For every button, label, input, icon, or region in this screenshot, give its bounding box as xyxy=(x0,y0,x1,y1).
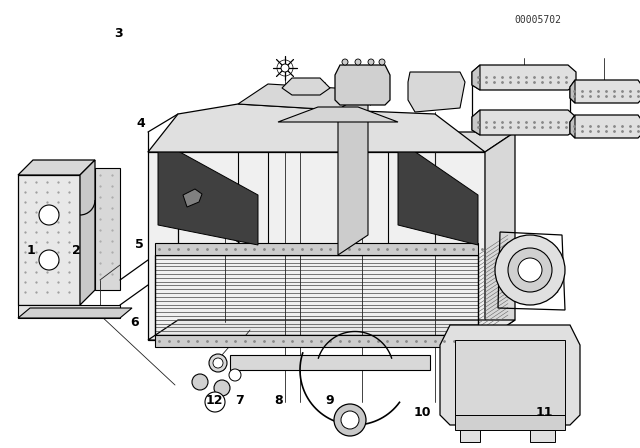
Circle shape xyxy=(334,404,366,436)
Circle shape xyxy=(355,59,361,65)
Polygon shape xyxy=(485,132,515,340)
Polygon shape xyxy=(148,152,485,340)
Polygon shape xyxy=(18,308,132,318)
Circle shape xyxy=(379,59,385,65)
Polygon shape xyxy=(460,430,480,442)
Circle shape xyxy=(229,369,241,381)
Polygon shape xyxy=(148,132,515,152)
Circle shape xyxy=(214,380,230,396)
Circle shape xyxy=(341,411,359,429)
Circle shape xyxy=(368,59,374,65)
Polygon shape xyxy=(282,78,330,95)
Polygon shape xyxy=(570,80,575,103)
Polygon shape xyxy=(472,110,480,135)
Polygon shape xyxy=(155,335,478,347)
Circle shape xyxy=(518,258,542,282)
Polygon shape xyxy=(183,189,202,207)
Text: 4: 4 xyxy=(136,116,145,130)
Circle shape xyxy=(281,64,289,72)
Polygon shape xyxy=(398,140,478,245)
Polygon shape xyxy=(18,160,95,175)
Polygon shape xyxy=(570,115,640,138)
Circle shape xyxy=(209,354,227,372)
Polygon shape xyxy=(335,65,390,105)
Polygon shape xyxy=(95,168,120,290)
Bar xyxy=(455,340,565,415)
Circle shape xyxy=(342,59,348,65)
Text: 9: 9 xyxy=(325,394,334,408)
Polygon shape xyxy=(472,110,576,135)
Text: 5: 5 xyxy=(135,237,144,251)
Polygon shape xyxy=(338,90,368,255)
Polygon shape xyxy=(18,305,120,318)
Polygon shape xyxy=(570,80,640,103)
Text: 12: 12 xyxy=(205,394,223,408)
Polygon shape xyxy=(530,430,555,442)
Circle shape xyxy=(39,250,59,270)
Polygon shape xyxy=(440,325,580,425)
Polygon shape xyxy=(570,115,575,138)
Text: 00005702: 00005702 xyxy=(514,15,561,25)
Circle shape xyxy=(39,205,59,225)
Text: 7: 7 xyxy=(236,394,244,408)
Polygon shape xyxy=(230,355,430,370)
Circle shape xyxy=(213,358,223,368)
Text: 1: 1 xyxy=(26,244,35,258)
Circle shape xyxy=(205,392,225,412)
Circle shape xyxy=(495,235,565,305)
Polygon shape xyxy=(278,107,398,122)
Text: 8: 8 xyxy=(274,394,283,408)
Polygon shape xyxy=(472,65,480,90)
Polygon shape xyxy=(148,104,485,152)
Polygon shape xyxy=(238,84,368,110)
Polygon shape xyxy=(80,160,95,305)
Circle shape xyxy=(508,248,552,292)
Circle shape xyxy=(192,374,208,390)
Text: 11: 11 xyxy=(535,405,553,419)
Polygon shape xyxy=(158,140,258,245)
Polygon shape xyxy=(408,72,465,112)
Polygon shape xyxy=(455,415,565,430)
Polygon shape xyxy=(148,320,515,340)
Polygon shape xyxy=(155,243,478,255)
Text: 6: 6 xyxy=(130,316,139,329)
Text: 2: 2 xyxy=(72,244,81,258)
Text: 3: 3 xyxy=(114,27,123,40)
Text: 10: 10 xyxy=(413,405,431,419)
Polygon shape xyxy=(472,65,576,90)
Polygon shape xyxy=(18,175,80,305)
